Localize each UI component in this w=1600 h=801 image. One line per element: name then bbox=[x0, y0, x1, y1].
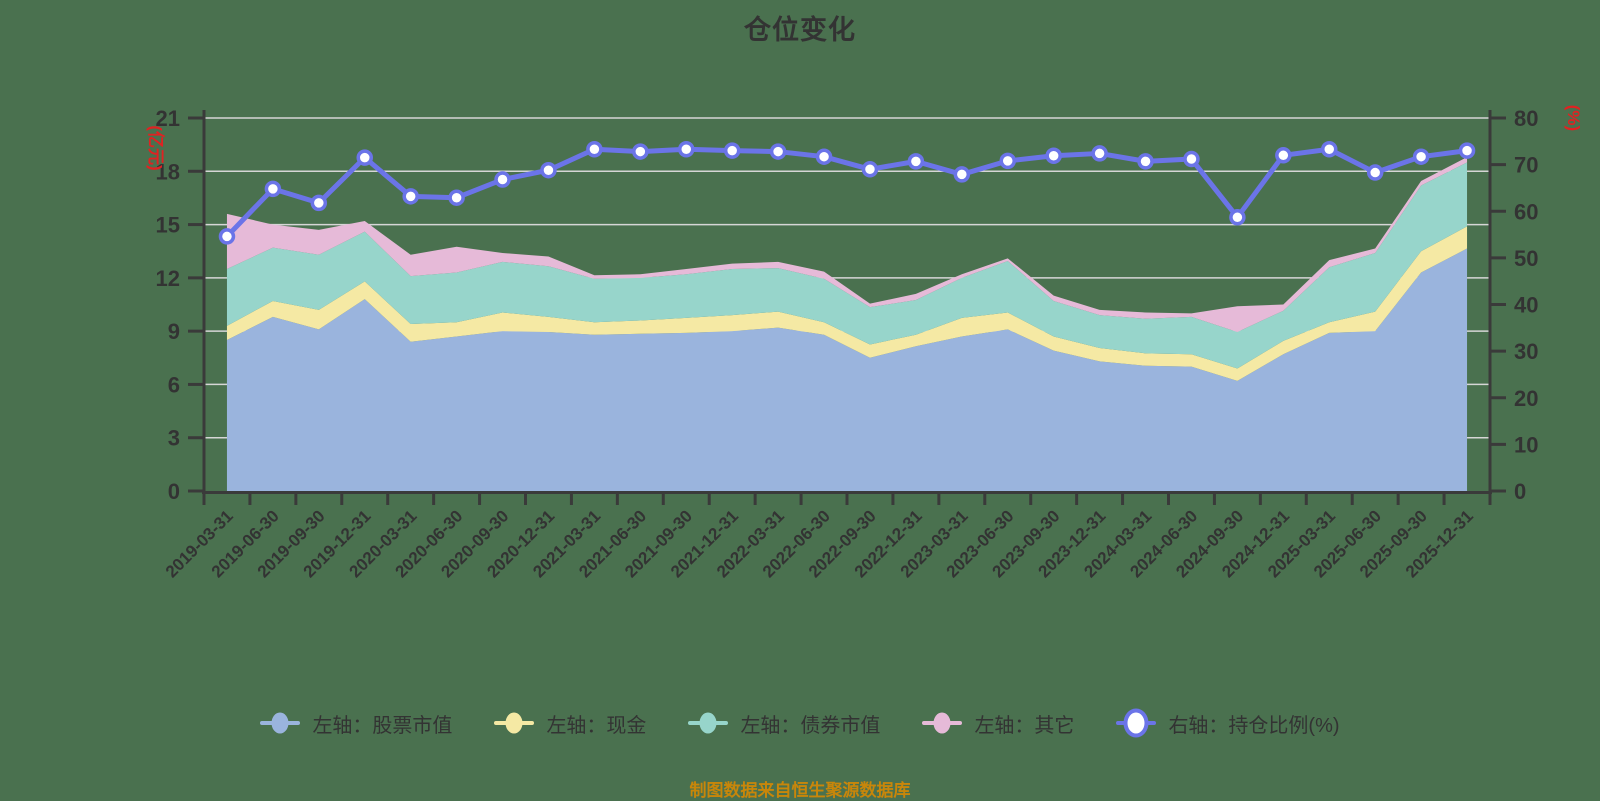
ratio-point[interactable] bbox=[402, 188, 419, 205]
area-series bbox=[226, 248, 1468, 491]
ratio-point[interactable] bbox=[494, 171, 511, 188]
ratio-point[interactable] bbox=[1275, 147, 1292, 164]
other-series-marker-icon bbox=[922, 712, 963, 734]
legend-item-cash[interactable]: 左轴：现金 bbox=[494, 709, 646, 738]
ratio-point[interactable] bbox=[586, 140, 603, 158]
legend-label-cash: 左轴：现金 bbox=[546, 714, 647, 737]
right-axis-tick-label: 30 bbox=[1514, 339, 1538, 364]
right-axis-tick-label: 20 bbox=[1514, 386, 1538, 411]
left-axis-tick-label: 21 bbox=[156, 106, 180, 131]
legend-item-other[interactable]: 左轴：其它 bbox=[922, 709, 1074, 738]
position-change-chart: 0 3 6 9 12 15 18 21 0 10 20 30 40 50 60 70 80 2019-03-31 2… bbox=[146, 105, 1583, 582]
ratio-point[interactable] bbox=[218, 228, 236, 245]
ratio-series-marker-icon bbox=[1116, 708, 1157, 738]
left-axis-unit-label: (亿元) bbox=[146, 125, 166, 170]
ratio-point[interactable] bbox=[540, 161, 557, 179]
legend-item-bond[interactable]: 左轴：债券市值 bbox=[688, 709, 880, 738]
stock-series-marker-icon bbox=[260, 712, 301, 734]
ratio-line bbox=[224, 146, 1470, 239]
ratio-point[interactable] bbox=[448, 189, 465, 206]
right-axis-unit-label: (%) bbox=[1564, 105, 1583, 131]
ratio-point[interactable] bbox=[1229, 209, 1246, 226]
ratio-point[interactable] bbox=[861, 161, 879, 178]
left-axis-tick-label: 3 bbox=[168, 426, 180, 451]
ratio-point[interactable] bbox=[953, 166, 971, 183]
legend-item-ratio[interactable]: 右轴：持仓比例(%) bbox=[1116, 708, 1340, 738]
right-axis-tick-label: 80 bbox=[1514, 106, 1538, 131]
ratio-point[interactable] bbox=[999, 152, 1016, 170]
ratio-point[interactable] bbox=[1412, 148, 1430, 165]
ratio-point[interactable] bbox=[632, 143, 649, 160]
ratio-point[interactable] bbox=[1045, 147, 1062, 165]
chart-title: 仓位变化 bbox=[744, 15, 856, 45]
legend-label-ratio: 右轴：持仓比例(%) bbox=[1168, 714, 1340, 737]
left-axis-tick-label: 6 bbox=[168, 372, 180, 397]
bond-series-marker-icon bbox=[688, 712, 729, 734]
right-axis-tick-label: 70 bbox=[1514, 153, 1538, 178]
data-source-note: 制图数据来自恒生聚源数据库 bbox=[689, 781, 911, 800]
ratio-point[interactable] bbox=[264, 180, 282, 198]
ratio-point[interactable] bbox=[1366, 164, 1384, 181]
left-axis-tick-label: 18 bbox=[156, 159, 180, 184]
cash-series-marker-icon bbox=[494, 712, 535, 734]
ratio-point[interactable] bbox=[1091, 145, 1108, 162]
ratio-point[interactable] bbox=[1458, 142, 1476, 159]
ratio-point[interactable] bbox=[769, 143, 787, 160]
right-axis-tick-label: 10 bbox=[1514, 432, 1538, 457]
left-axis-tick-label: 15 bbox=[156, 213, 180, 238]
ratio-point[interactable] bbox=[1321, 140, 1338, 158]
right-axis-tick-label: 50 bbox=[1514, 246, 1538, 271]
right-axis-tick-label: 60 bbox=[1514, 199, 1538, 224]
left-axis-tick-label: 9 bbox=[168, 319, 180, 344]
right-axis-tick-label: 0 bbox=[1514, 479, 1526, 504]
area-series bbox=[226, 162, 1468, 369]
ratio-point[interactable] bbox=[1183, 150, 1200, 168]
legend-label-bond: 左轴：债券市值 bbox=[740, 714, 881, 737]
ratio-point[interactable] bbox=[356, 149, 373, 166]
ratio-point[interactable] bbox=[1137, 153, 1154, 170]
ratio-point[interactable] bbox=[678, 140, 695, 158]
ratio-point[interactable] bbox=[907, 153, 925, 170]
chart-canvas: 036912151821010203040506070802019-03-312… bbox=[146, 105, 1583, 582]
legend-label-other: 左轴：其它 bbox=[974, 714, 1075, 737]
ratio-point[interactable] bbox=[815, 148, 833, 165]
legend-label-stock: 左轴：股票市值 bbox=[312, 714, 453, 737]
chart-legend: 左轴：股票市值 左轴：现金 左轴：债券市值 左轴：其它 右轴：持仓比例(%) bbox=[0, 702, 1600, 744]
ratio-point[interactable] bbox=[723, 142, 741, 159]
ratio-point[interactable] bbox=[310, 194, 328, 212]
right-axis-tick-label: 40 bbox=[1514, 293, 1538, 318]
left-axis-tick-label: 12 bbox=[156, 266, 180, 291]
legend-item-stock[interactable]: 左轴：股票市值 bbox=[260, 709, 452, 738]
left-axis-tick-label: 0 bbox=[168, 479, 180, 504]
